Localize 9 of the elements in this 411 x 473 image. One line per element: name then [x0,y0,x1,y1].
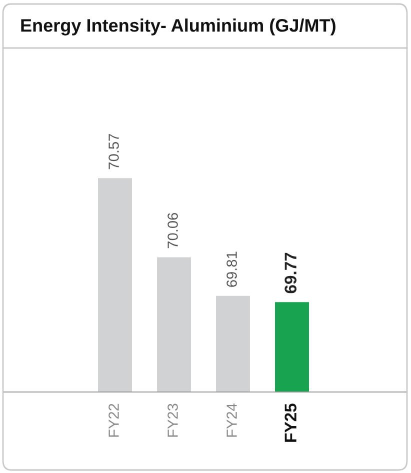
x-tick-label: FY22 [108,404,119,437]
chart-title: Energy Intensity- Aluminium (GJ/MT) [21,18,336,36]
x-tick-label: FY24 [226,404,237,437]
x-tick-label: FY23 [168,404,178,437]
data-label: 69.77 [284,252,296,294]
x-tick-label: FY25 [284,404,296,442]
data-label: 69.81 [226,252,237,287]
data-label: 70.06 [168,213,178,248]
data-label: 70.57 [108,134,119,170]
